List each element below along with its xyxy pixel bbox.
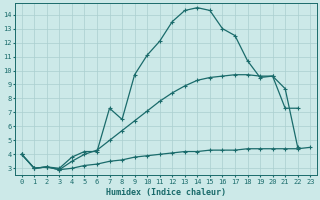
X-axis label: Humidex (Indice chaleur): Humidex (Indice chaleur) <box>106 188 226 197</box>
